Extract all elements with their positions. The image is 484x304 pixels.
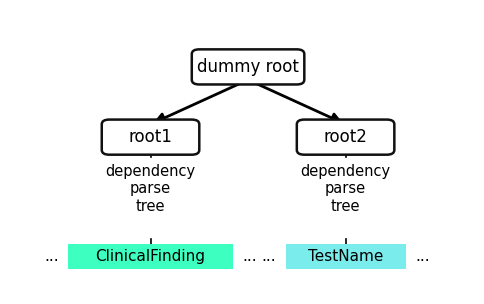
Text: dummy root: dummy root bbox=[197, 58, 299, 76]
FancyBboxPatch shape bbox=[102, 119, 199, 155]
Text: root2: root2 bbox=[324, 128, 367, 146]
FancyBboxPatch shape bbox=[192, 49, 304, 85]
FancyBboxPatch shape bbox=[297, 119, 394, 155]
Text: dependency
parse
tree: dependency parse tree bbox=[301, 164, 391, 213]
Text: dependency
parse
tree: dependency parse tree bbox=[106, 164, 196, 213]
FancyBboxPatch shape bbox=[286, 244, 406, 269]
Text: ClinicalFinding: ClinicalFinding bbox=[95, 249, 206, 264]
Text: ...: ... bbox=[415, 249, 430, 264]
Text: root1: root1 bbox=[129, 128, 172, 146]
Text: ...: ... bbox=[44, 249, 59, 264]
FancyBboxPatch shape bbox=[68, 244, 233, 269]
Text: ...: ... bbox=[242, 249, 257, 264]
Text: TestName: TestName bbox=[308, 249, 383, 264]
Text: ...: ... bbox=[261, 249, 276, 264]
